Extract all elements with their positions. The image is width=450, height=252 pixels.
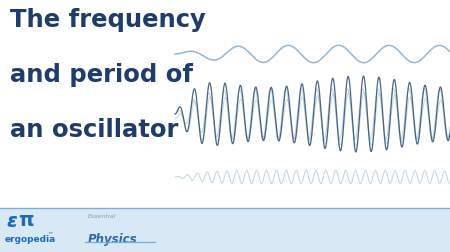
Text: ™: ™	[47, 232, 53, 237]
Text: The frequency: The frequency	[10, 8, 206, 32]
Text: Physics: Physics	[88, 232, 138, 245]
Bar	[0, 208, 450, 252]
Text: ε: ε	[6, 211, 17, 230]
Text: ergopedia: ergopedia	[5, 234, 56, 243]
Text: and period of: and period of	[10, 63, 193, 87]
Text: π: π	[18, 210, 33, 229]
Text: Essential: Essential	[88, 213, 116, 218]
Text: an oscillator: an oscillator	[10, 117, 178, 141]
